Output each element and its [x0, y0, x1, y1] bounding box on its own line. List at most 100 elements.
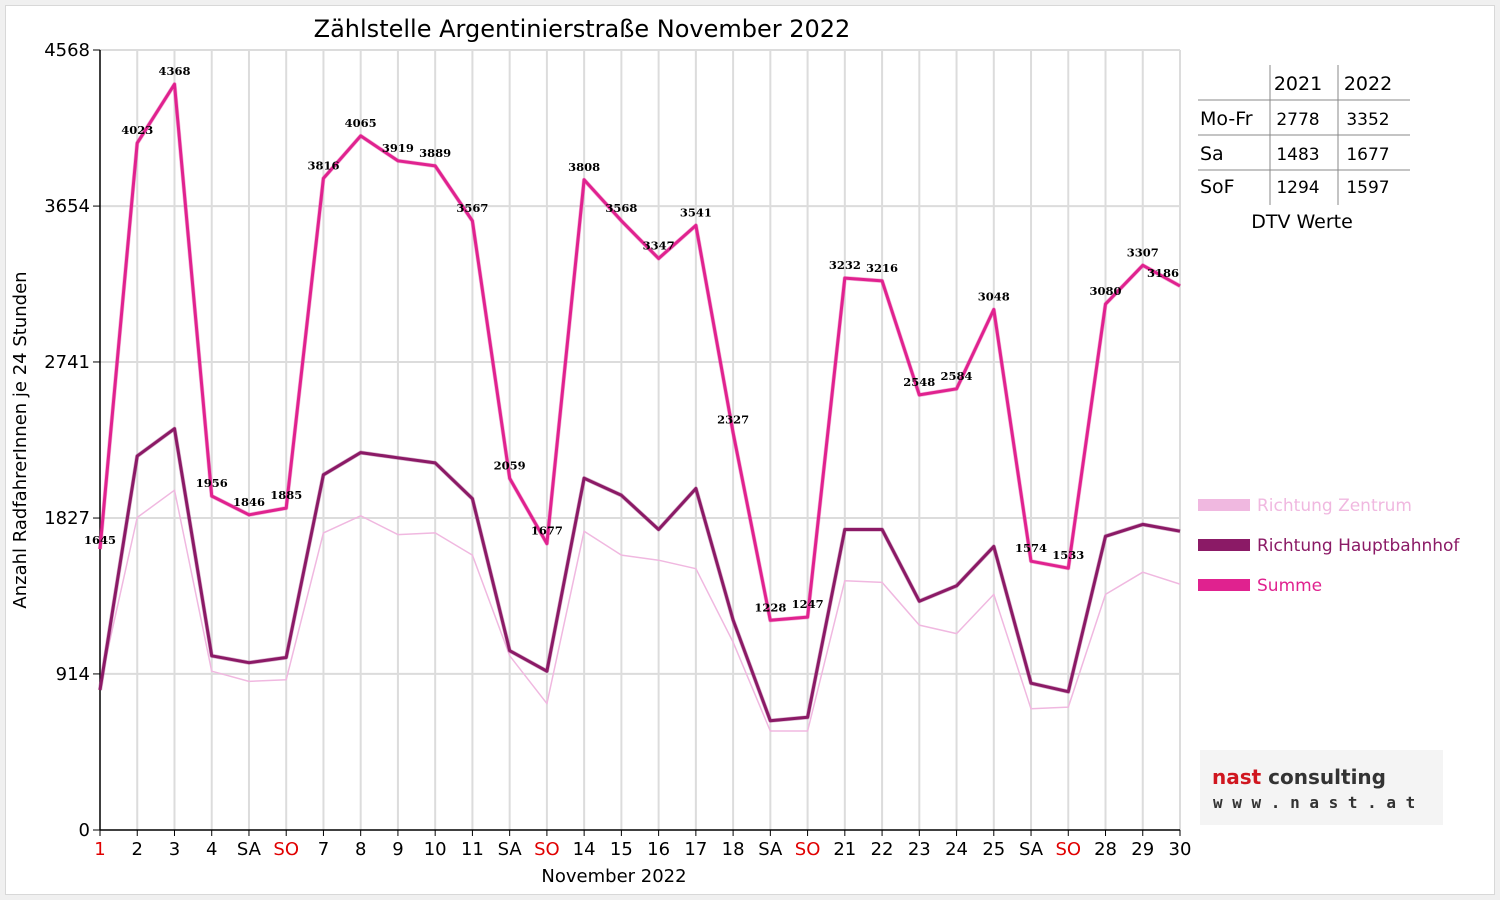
- x-tick-label: SO: [795, 839, 821, 860]
- x-tick-label: SA: [237, 839, 262, 860]
- data-label: 3186: [1147, 266, 1179, 280]
- x-tick-label: SO: [1055, 839, 1081, 860]
- chart-frame: [5, 5, 1495, 895]
- legend: Richtung Zentrum Richtung Hauptbahnhof Sum…: [1198, 496, 1460, 596]
- data-label: 1533: [1052, 548, 1084, 562]
- x-tick-label: 24: [945, 839, 968, 860]
- data-label: 3568: [605, 201, 637, 215]
- dtv-cell: 2778: [1276, 110, 1319, 130]
- x-tick-label: 1: [94, 839, 105, 860]
- gridlines: [100, 49, 1181, 830]
- y-tick-label: 1827: [44, 508, 90, 529]
- x-tick-label: 29: [1131, 839, 1154, 860]
- data-label: 3232: [829, 258, 861, 272]
- legend-swatch: [1198, 499, 1250, 511]
- data-label: 3347: [643, 238, 675, 252]
- data-label: 1956: [196, 476, 228, 490]
- x-tick-label: 16: [647, 839, 670, 860]
- data-label: 3889: [419, 146, 451, 160]
- y-tick-label: 2741: [44, 352, 90, 373]
- x-tick-label: SO: [534, 839, 560, 860]
- legend-label: Summe: [1257, 576, 1322, 596]
- x-tick-label: 30: [1169, 839, 1192, 860]
- data-label: 1846: [233, 495, 265, 509]
- x-tick-label: 18: [722, 839, 745, 860]
- data-label: 2584: [941, 369, 973, 383]
- x-tick-label: 15: [610, 839, 633, 860]
- x-tick-label: 14: [573, 839, 596, 860]
- series-line-shadow: [97, 82, 1182, 623]
- dtv-row-label: SoF: [1200, 176, 1235, 198]
- x-tick-label: 3: [169, 839, 180, 860]
- x-tick-label: 10: [424, 839, 447, 860]
- x-tick-label: 2: [132, 839, 143, 860]
- y-tick-label: 0: [79, 820, 90, 841]
- series-lines: [97, 82, 1182, 732]
- legend-label: Richtung Hauptbahnhof: [1257, 536, 1460, 556]
- data-label: 1574: [1015, 541, 1047, 555]
- data-label: 2548: [903, 375, 935, 389]
- chart-title: Zählstelle Argentinierstraße November 20…: [314, 15, 851, 43]
- series-line-2: [98, 82, 1181, 622]
- dtv-cell: 1483: [1276, 145, 1319, 165]
- dtv-cell: 1677: [1346, 145, 1389, 165]
- data-label: 3080: [1090, 284, 1122, 298]
- x-tick-label: SA: [758, 839, 783, 860]
- x-tick-label: SA: [1019, 839, 1044, 860]
- data-label: 1677: [531, 524, 563, 538]
- y-tick-label: 4568: [44, 40, 90, 61]
- x-tick-label: 4: [206, 839, 217, 860]
- series-line-1: [98, 427, 1181, 723]
- data-label: 4023: [121, 123, 153, 137]
- x-tick-label: 11: [461, 839, 484, 860]
- data-label: 3541: [680, 205, 712, 219]
- data-label: 2327: [717, 413, 749, 427]
- dtv-row-label: Mo-Fr: [1200, 108, 1253, 130]
- x-tick-label: 17: [684, 839, 707, 860]
- data-label: 3307: [1127, 245, 1159, 259]
- x-tick-label: 28: [1094, 839, 1117, 860]
- dtv-cell: 1597: [1346, 178, 1389, 198]
- data-label: 3048: [978, 290, 1010, 304]
- nast-consulting-logo: nast consulting w w w . n a s t . a t: [1200, 750, 1443, 825]
- legend-swatch: [1198, 579, 1250, 591]
- dtv-header-2021: 2021: [1274, 73, 1322, 95]
- data-label: 3216: [866, 261, 898, 275]
- y-tick-label: 914: [56, 664, 90, 685]
- data-label: 4368: [158, 64, 190, 78]
- x-tick-label: 23: [908, 839, 931, 860]
- y-axis-label: Anzahl RadfahrerInnen je 24 Stunden: [10, 271, 31, 608]
- data-label: 3919: [382, 141, 414, 155]
- data-label: 3567: [456, 201, 488, 215]
- dtv-cell: 1294: [1276, 178, 1319, 198]
- dtv-row-label: Sa: [1200, 143, 1224, 165]
- legend-swatch: [1198, 539, 1250, 551]
- x-tick-label: 8: [355, 839, 366, 860]
- axes: [99, 50, 1180, 831]
- x-tick-label: 25: [982, 839, 1005, 860]
- x-tick-label: 22: [871, 839, 894, 860]
- x-tick-label: SA: [498, 839, 523, 860]
- data-label: 1228: [754, 600, 786, 614]
- data-labels: 1645 4023 4368 1956 1846 1885 3816 4065 3919 3889…: [84, 64, 1179, 614]
- logo-brand: nast consulting: [1212, 765, 1386, 789]
- series-line-0: [99, 489, 1181, 732]
- x-axis-ticks: 1 2 3 4 SA SO 7 8 9 10 11 SA SO 14 15 16 17 18 SA SO 21 22 23 2…: [94, 830, 1191, 860]
- y-axis-ticks: 0 914 1827 2741 3654 4568: [44, 40, 100, 841]
- dtv-header-2022: 2022: [1344, 73, 1392, 95]
- data-label: 1247: [792, 597, 824, 611]
- legend-label: Richtung Zentrum: [1257, 496, 1412, 516]
- dtv-cell: 3352: [1346, 110, 1389, 130]
- x-tick-label: SO: [273, 839, 299, 860]
- x-tick-label: 21: [833, 839, 856, 860]
- data-label: 3816: [307, 158, 339, 172]
- y-tick-label: 3654: [44, 196, 90, 217]
- data-label: 1885: [270, 488, 302, 502]
- x-tick-label: 9: [392, 839, 403, 860]
- x-tick-label: 7: [318, 839, 329, 860]
- data-label: 1645: [84, 533, 116, 547]
- dtv-table: 2021 2022 Mo-Fr 2778 3352 Sa 1483 1677 S…: [1198, 65, 1410, 233]
- dtv-caption: DTV Werte: [1251, 211, 1353, 233]
- x-axis-label: November 2022: [541, 866, 686, 887]
